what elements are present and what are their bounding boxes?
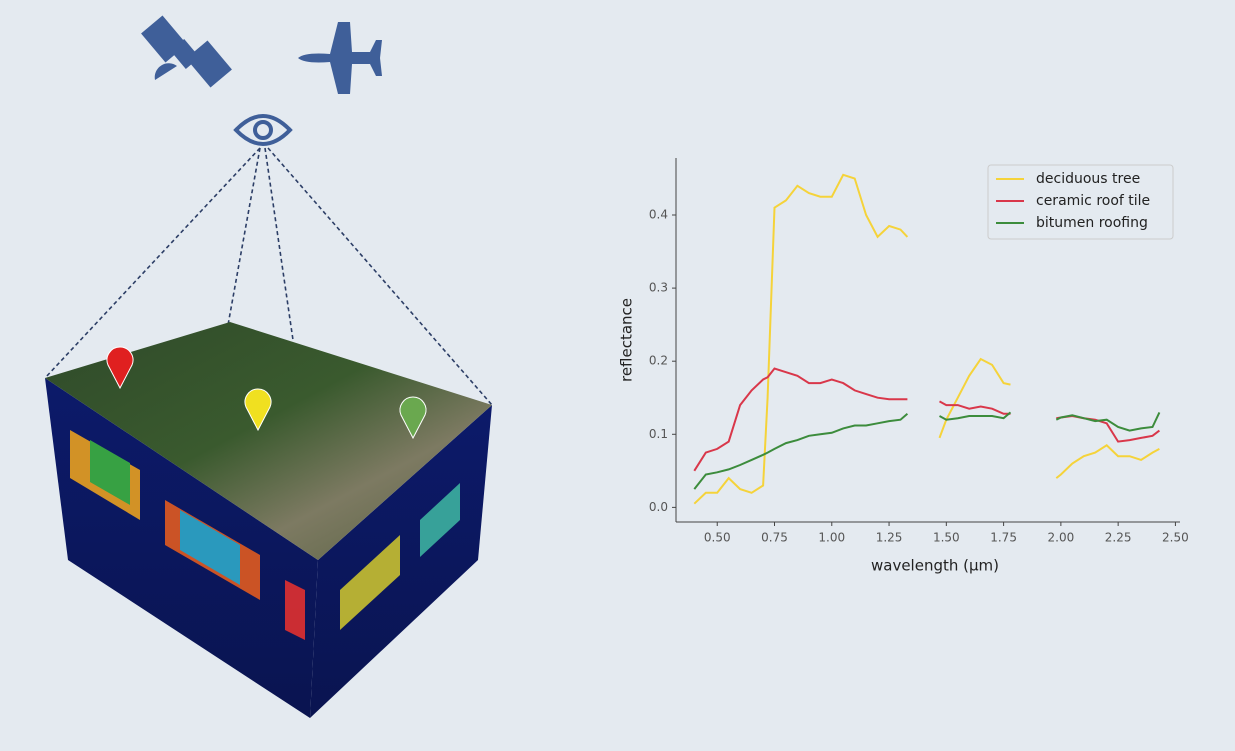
illustration <box>45 15 492 718</box>
eye-icon <box>236 116 290 144</box>
y-tick-label: 0.1 <box>649 427 668 441</box>
x-tick-label: 1.25 <box>876 531 903 545</box>
legend-label: bitumen roofing <box>1036 215 1148 231</box>
figure: wavelength (μm) reflectance 0.0 0.1 0.2 0.3… <box>0 0 1235 751</box>
x-tick-label: 0.50 <box>704 531 731 545</box>
x-tick-label: 2.25 <box>1105 531 1132 545</box>
legend-label: ceramic roof tile <box>1036 193 1150 209</box>
chart: wavelength (μm) reflectance 0.0 0.1 0.2 0.3… <box>618 158 1189 575</box>
x-tick-label: 1.00 <box>818 531 845 545</box>
x-tick-label: 0.75 <box>761 531 788 545</box>
y-tick-label: 0.3 <box>649 281 668 295</box>
plane-icon <box>298 22 382 94</box>
satellite-icon <box>141 15 232 87</box>
x-axis-label: wavelength (μm) <box>871 557 999 575</box>
y-tick-label: 0.4 <box>649 208 668 222</box>
legend-label: deciduous tree <box>1036 171 1140 187</box>
x-tick-label: 2.50 <box>1162 531 1189 545</box>
x-tick-label: 1.75 <box>990 531 1017 545</box>
y-axis-label: reflectance <box>618 298 636 382</box>
x-tick-label: 1.50 <box>933 531 960 545</box>
page: wavelength (μm) reflectance 0.0 0.1 0.2 0.3… <box>0 0 1235 751</box>
y-tick-label: 0.0 <box>649 500 668 514</box>
x-tick-label: 2.00 <box>1048 531 1075 545</box>
y-tick-label: 0.2 <box>649 354 668 368</box>
